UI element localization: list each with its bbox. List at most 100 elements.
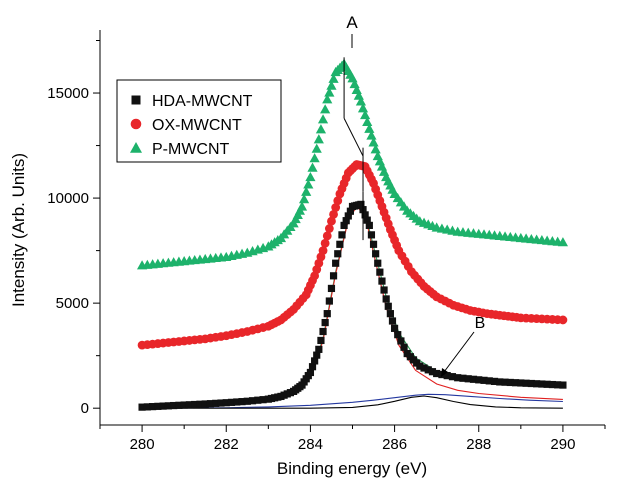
data-point (138, 403, 146, 411)
x-tick-label: 284 (298, 436, 323, 453)
data-point (191, 400, 199, 409)
data-point (420, 364, 428, 372)
data-point (201, 400, 209, 408)
data-point (311, 143, 322, 153)
fit-curve (142, 393, 563, 409)
annotation-B-arrowhead (441, 368, 448, 377)
y-axis-label: Intensity (Arb. Units) (9, 153, 28, 307)
data-point (366, 130, 377, 140)
data-point (376, 268, 384, 276)
legend-label: P-MWCNT (152, 141, 230, 158)
data-point (328, 73, 339, 83)
data-point (322, 94, 333, 104)
data-point (517, 379, 525, 387)
data-point (433, 369, 441, 378)
annotations: AB (343, 13, 486, 377)
data-point (306, 368, 315, 377)
y-tick-label: 15000 (47, 85, 89, 102)
annotation-A-link (343, 118, 364, 157)
data-point (259, 396, 267, 404)
data-point (217, 399, 225, 407)
data-point (368, 137, 379, 147)
data-point (143, 403, 151, 411)
data-point (320, 104, 331, 114)
data-point (323, 310, 331, 318)
data-points (136, 58, 569, 411)
data-point (378, 277, 386, 285)
data-point (357, 103, 369, 113)
data-point (533, 380, 541, 388)
data-point (558, 315, 568, 325)
y-tick-label: 10000 (47, 190, 89, 207)
data-point (233, 398, 241, 406)
data-point (149, 403, 157, 411)
data-point (309, 153, 320, 163)
data-point (464, 375, 472, 383)
annotation-B: B (475, 315, 486, 332)
data-point (334, 250, 342, 258)
data-point (362, 116, 373, 127)
legend-label: OX-MWCNT (152, 117, 242, 134)
legend: HDA-MWCNT OX-MWCNT P-MWCNT (116, 79, 282, 163)
data-point (329, 272, 338, 280)
data-point (506, 378, 514, 387)
data-point (227, 398, 236, 406)
x-tick-label: 280 (130, 436, 155, 453)
data-point (346, 207, 354, 215)
ticks: 280 282 284 286 288 290 0 5000 10000 15000 (47, 40, 606, 453)
data-point (384, 302, 392, 310)
data-point (480, 376, 488, 384)
data-point (496, 378, 504, 386)
data-point (459, 374, 467, 382)
data-point (380, 286, 388, 294)
x-tick-label: 290 (550, 436, 575, 453)
data-point (307, 162, 318, 172)
annotation-B-arrow (440, 331, 475, 377)
data-point (170, 401, 178, 410)
data-point (367, 231, 376, 239)
series-P-MWCNT (136, 58, 569, 270)
data-point (340, 221, 348, 229)
data-point (329, 209, 338, 219)
data-point (511, 379, 520, 387)
data-point (319, 327, 327, 336)
data-point (485, 377, 493, 385)
data-point (311, 357, 319, 365)
data-point (394, 331, 402, 339)
data-point (327, 216, 336, 226)
data-point (296, 201, 308, 211)
data-point (159, 402, 167, 410)
data-point (397, 337, 405, 345)
data-point (361, 211, 369, 219)
data-point (130, 142, 142, 153)
data-point (317, 114, 329, 124)
data-point (388, 317, 397, 325)
data-point (370, 144, 381, 154)
data-point (336, 240, 344, 248)
data-point (548, 380, 556, 389)
x-tick-label: 282 (214, 436, 239, 453)
data-point (212, 399, 220, 407)
data-point (327, 284, 336, 293)
data-point (238, 398, 246, 406)
data-point (196, 400, 204, 408)
data-point (490, 377, 499, 386)
data-point (248, 397, 257, 405)
data-point (301, 186, 312, 196)
data-point (317, 336, 325, 345)
data-point (428, 368, 437, 376)
data-point (243, 397, 251, 405)
legend-box (116, 79, 282, 163)
data-point (372, 250, 380, 258)
data-point (324, 224, 334, 233)
data-point (344, 212, 352, 220)
annotation-A: A (346, 13, 358, 32)
data-point (360, 109, 371, 120)
data-point (469, 375, 478, 383)
data-point (390, 324, 399, 332)
data-point (538, 380, 546, 388)
data-point (557, 237, 569, 247)
data-point (400, 343, 408, 351)
x-axis-label: Binding energy (eV) (277, 459, 427, 478)
